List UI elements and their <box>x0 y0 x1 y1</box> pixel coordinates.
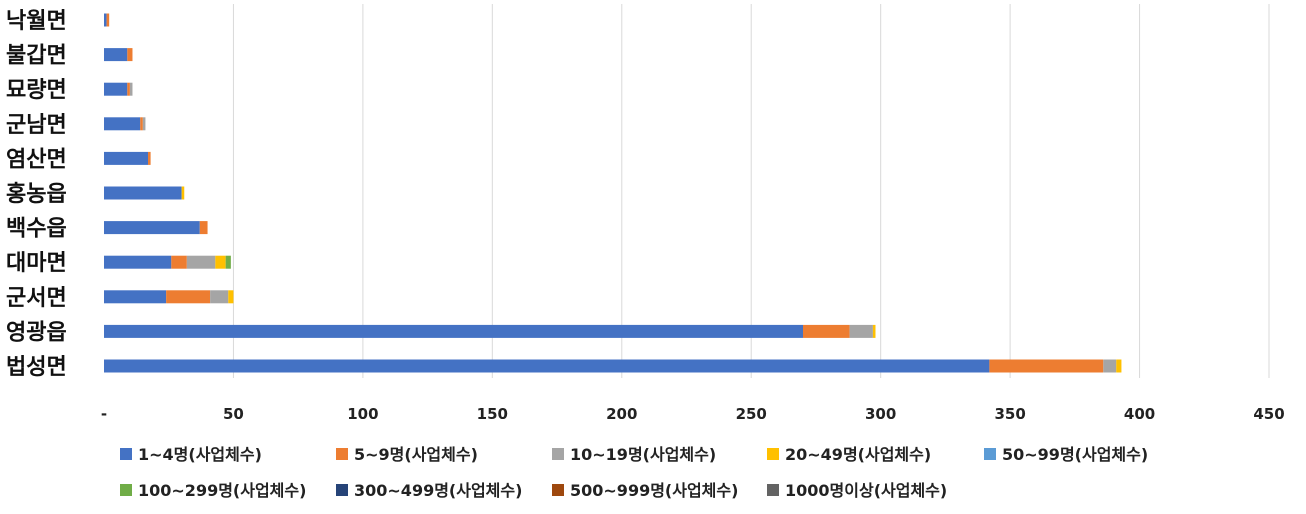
bar-segment <box>166 290 211 304</box>
gridlines <box>232 4 1270 378</box>
bar-segment <box>104 359 990 373</box>
bar-segment <box>140 117 143 131</box>
category-label: 묘량면 <box>6 78 67 103</box>
bars <box>104 13 1122 373</box>
category-label: 백수읍 <box>6 217 67 242</box>
category-label: 군남면 <box>6 113 67 138</box>
legend-label: 10~19명(사업체수) <box>570 445 716 464</box>
bar-segment <box>129 82 133 96</box>
x-tick-label: 300 <box>865 405 896 423</box>
legend-swatch <box>552 448 564 460</box>
x-tick-label: 150 <box>477 405 508 423</box>
bar-segment <box>104 290 167 304</box>
bar-segment <box>106 13 110 27</box>
bar-segment <box>989 359 1104 373</box>
bar-segment <box>148 151 151 165</box>
category-label: 영광읍 <box>6 320 67 345</box>
bar-segment <box>104 151 149 165</box>
legend-label: 1000명이상(사업체수) <box>785 481 947 500</box>
bar-segment <box>228 290 234 304</box>
legend-label: 100~299명(사업체수) <box>138 481 306 500</box>
category-label: 홍농읍 <box>6 182 67 207</box>
bar-segment <box>225 255 231 269</box>
x-tick-label: 100 <box>347 405 378 423</box>
category-label: 낙월면 <box>6 9 67 34</box>
legend-swatch <box>120 448 132 460</box>
bar-segment <box>215 255 226 269</box>
category-label: 대마면 <box>6 251 67 276</box>
x-tick-label: 50 <box>223 405 244 423</box>
bar-segment <box>104 117 141 131</box>
legend-label: 300~499명(사업체수) <box>354 481 522 500</box>
category-label: 불갑면 <box>6 44 67 69</box>
category-label: 법성면 <box>6 355 67 380</box>
bar-segment <box>186 255 216 269</box>
legend-label: 500~999명(사업체수) <box>570 481 738 500</box>
legend-swatch <box>120 484 132 496</box>
category-label: 군서면 <box>6 286 67 311</box>
legend-label: 50~99명(사업체수) <box>1002 445 1148 464</box>
bar-segment <box>181 186 185 200</box>
legend-swatch <box>984 448 996 460</box>
legend-swatch <box>767 448 779 460</box>
x-tick-label: 200 <box>606 405 637 423</box>
bar-segment <box>104 324 803 338</box>
legend-label: 20~49명(사업체수) <box>785 445 931 464</box>
legend-swatch <box>552 484 564 496</box>
bar-segment <box>104 186 182 200</box>
bar-segment <box>127 48 133 62</box>
category-label: 염산면 <box>6 147 67 172</box>
legend-label: 1~4명(사업체수) <box>138 445 262 464</box>
bar-segment <box>1103 359 1117 373</box>
legend-swatch <box>336 484 348 496</box>
bar-segment <box>104 13 107 27</box>
bar-segment <box>127 82 130 96</box>
bar-segment <box>104 82 128 96</box>
legend-label: 5~9명(사업체수) <box>354 445 478 464</box>
legend: 1~4명(사업체수) 5~9명(사업체수) 10~19명(사업체수) 20~49명(사… <box>120 445 1148 500</box>
x-tick-label: 350 <box>994 405 1025 423</box>
bar-segment <box>104 221 200 235</box>
x-tick-label: - <box>101 405 107 423</box>
bar-segment <box>104 255 172 269</box>
bar-segment <box>1116 359 1122 373</box>
bar-segment <box>849 324 873 338</box>
bar-segment <box>171 255 187 269</box>
x-tick-label: 250 <box>736 405 767 423</box>
bar-segment <box>872 324 876 338</box>
legend-swatch <box>767 484 779 496</box>
bar-segment <box>104 48 128 62</box>
x-tick-label: 400 <box>1124 405 1155 423</box>
x-tick-label: 450 <box>1253 405 1284 423</box>
legend-swatch <box>336 448 348 460</box>
x-tick-labels: - 50 100 150 200 250 300 350 400 450 <box>101 405 1285 423</box>
bar-segment <box>803 324 850 338</box>
bar-segment <box>142 117 146 131</box>
bar-segment <box>199 221 208 235</box>
bar-segment <box>210 290 229 304</box>
